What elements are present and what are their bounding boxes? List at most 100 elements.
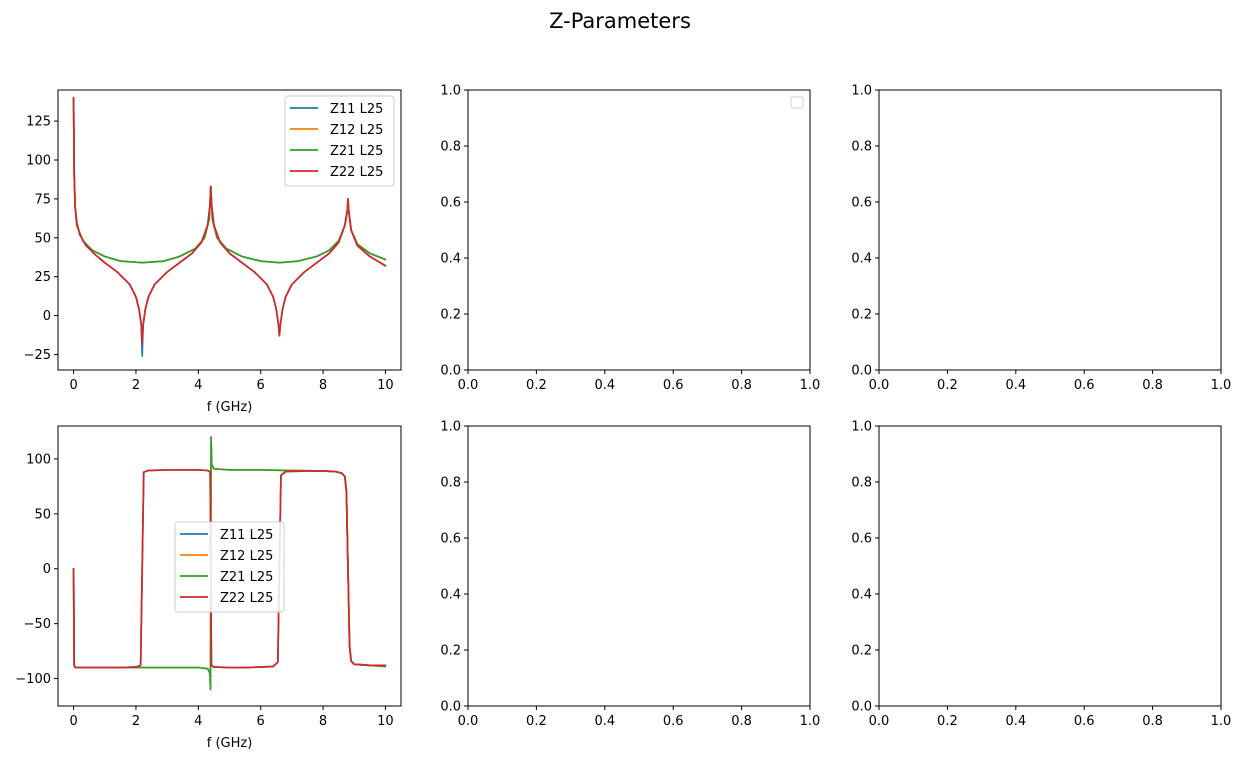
x-tick-label: 1.0 [1211,714,1232,729]
y-tick-label: 0.6 [440,532,461,547]
legend-label: Z11 L25 [220,528,273,543]
x-tick-label: 0.2 [937,378,958,393]
y-tick-label: 1.0 [440,84,461,99]
x-tick-label: 0.8 [731,378,752,393]
x-tick-label: 0.8 [731,714,752,729]
y-tick-label: 0.2 [440,308,461,323]
legend-label: Z12 L25 [330,123,383,138]
y-tick-label: 0.8 [851,140,872,155]
y-tick-label: −100 [15,672,51,687]
legend-box [174,521,285,613]
figure-title: Z-Parameters [549,9,691,33]
x-tick-label: 0 [69,714,77,729]
series-group [72,96,387,357]
x-axis-label: f (GHz) [207,400,253,415]
y-tick-label: 0.4 [851,588,872,603]
y-tick-label: 0.6 [851,196,872,211]
y-tick-label: 0.6 [851,532,872,547]
legend [790,96,804,109]
legend-label: Z21 L25 [220,570,273,585]
x-tick-label: 0.4 [1005,378,1026,393]
x-tick-label: 0.4 [594,714,615,729]
y-tick-label: 125 [26,115,51,130]
x-tick-label: 0.0 [458,378,479,393]
y-tick-label: 100 [26,154,51,169]
x-tick-label: 0.2 [526,378,547,393]
x-tick-label: 0.2 [526,714,547,729]
x-axis-label: f (GHz) [207,736,253,751]
subplot-4: 0 2 4 6 8 10 −100 −50 0 50 100 f (GHz) Z11 L25 Z12 L2… [15,425,402,751]
y-tick-label: 0.4 [440,252,461,267]
y-tick-label: 25 [34,270,51,285]
x-tick-label: 4 [194,714,202,729]
y-tick-label: 0 [43,309,51,324]
y-tick-label: 0.8 [851,476,872,491]
y-tick-label: −50 [24,617,51,632]
y-tick-label: 0.2 [851,644,872,659]
y-tick-label: 0.4 [851,252,872,267]
legend-box [790,96,804,109]
x-tick-label: 4 [194,378,202,393]
x-tick-label: 0.0 [458,714,479,729]
y-tick-label: 1.0 [851,420,872,435]
y-tick-label: 0.4 [440,588,461,603]
x-tick-label: 0.4 [1005,714,1026,729]
y-tick-label: 0.2 [851,308,872,323]
y-tick-label: 50 [34,507,51,522]
y-tick-label: 0.6 [440,196,461,211]
x-tick-label: 0.6 [663,378,684,393]
x-tick-label: 0 [69,378,77,393]
x-tick-label: 2 [132,378,140,393]
legend-box [284,95,395,187]
legend-label: Z21 L25 [330,144,383,159]
subplot-1: 0 2 4 6 8 10 −25 0 25 50 75 100 125 f (GHz) Z11 L25 Z12… [24,89,402,415]
y-tick-label: 50 [34,231,51,246]
x-tick-label: 2 [132,714,140,729]
y-tick-label: 1.0 [851,84,872,99]
axes-frame [878,89,1222,371]
y-tick-label: 75 [34,192,51,207]
x-tick-label: 0.0 [869,714,890,729]
legend: Z11 L25 Z12 L25 Z21 L25 Z22 L25 [174,521,285,613]
axes-frame [878,425,1222,707]
x-tick-label: 10 [377,378,394,393]
legend-label: Z11 L25 [330,102,383,117]
x-tick-label: 6 [257,714,265,729]
y-tick-label: 0.0 [851,700,872,715]
x-tick-label: 0.6 [1074,378,1095,393]
x-tick-label: 0.2 [937,714,958,729]
x-tick-label: 8 [319,714,327,729]
x-tick-label: 0.0 [869,378,890,393]
series-group [72,436,387,691]
axes-frame [467,89,811,371]
series-line-z22-l25 [72,469,387,669]
x-tick-label: 0.6 [1074,714,1095,729]
y-tick-label: 0.8 [440,140,461,155]
axes-frame [57,89,402,371]
subplot-5: 0.0 0.2 0.4 0.6 0.8 1.0 0.0 0.2 0.4 0.6 0.8 1.0 [440,420,820,730]
y-tick-label: 100 [26,452,51,467]
legend-label: Z22 L25 [220,591,273,606]
x-tick-label: 10 [377,714,394,729]
y-tick-label: −25 [24,348,51,363]
y-tick-label: 0.0 [440,700,461,715]
x-tick-label: 0.4 [594,378,615,393]
y-tick-label: 0.0 [440,364,461,379]
y-tick-label: 0.8 [440,476,461,491]
axes-frame [467,425,811,707]
legend-label: Z12 L25 [220,549,273,564]
x-tick-label: 1.0 [800,378,821,393]
subplot-6: 0.0 0.2 0.4 0.6 0.8 1.0 0.0 0.2 0.4 0.6 0.8 1.0 [851,420,1231,730]
y-tick-label: 0.2 [440,644,461,659]
y-tick-label: 0.0 [851,364,872,379]
x-tick-label: 1.0 [1211,378,1232,393]
x-tick-label: 6 [257,378,265,393]
x-tick-label: 0.8 [1142,378,1163,393]
x-tick-label: 0.8 [1142,714,1163,729]
legend: Z11 L25 Z12 L25 Z21 L25 Z22 L25 [284,95,395,187]
y-tick-label: 1.0 [440,420,461,435]
y-tick-label: 0 [43,562,51,577]
x-tick-label: 0.6 [663,714,684,729]
